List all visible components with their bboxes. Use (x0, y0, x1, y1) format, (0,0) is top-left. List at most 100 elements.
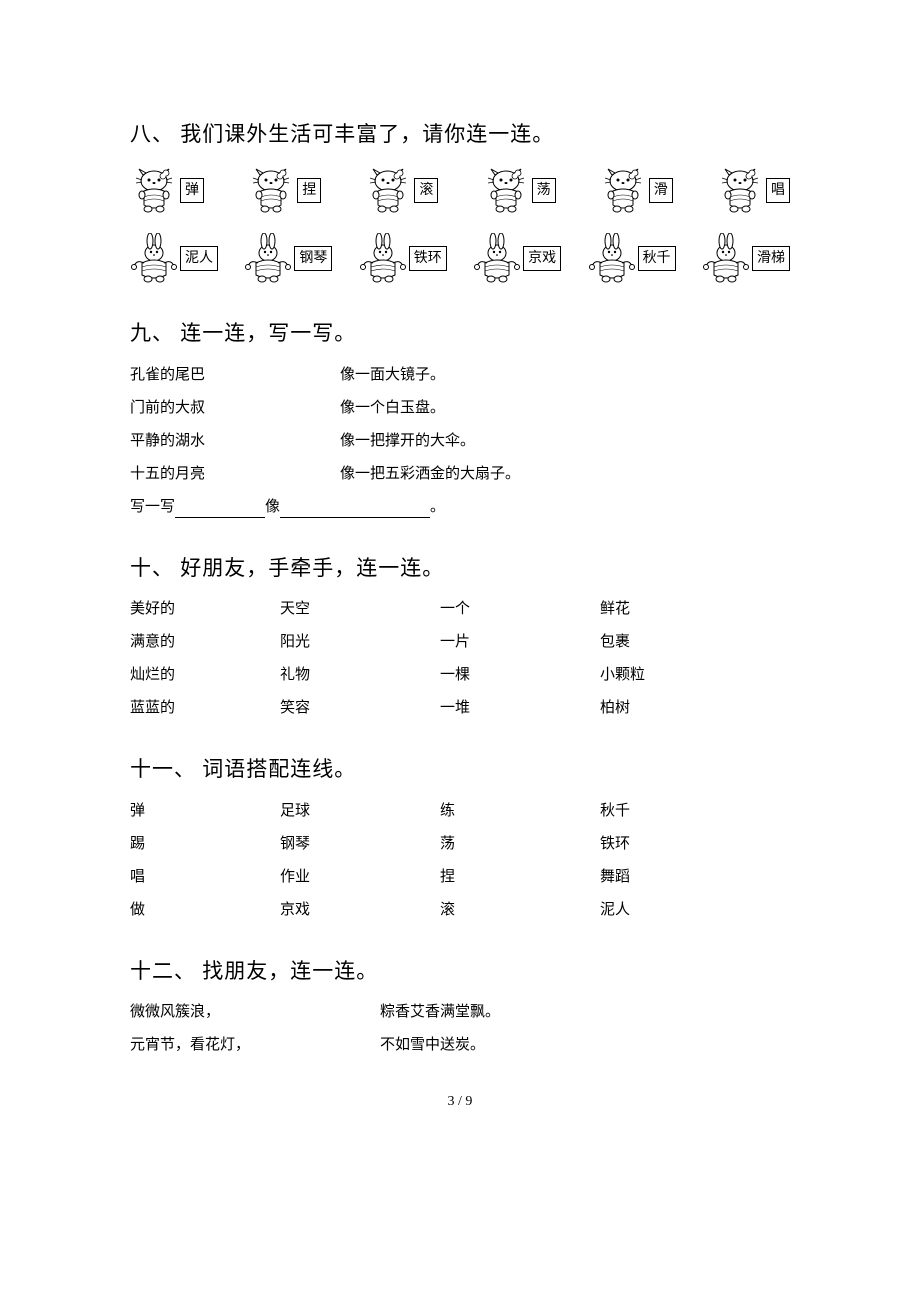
bunny-icon (244, 233, 292, 283)
icon-cell: 秋千 (588, 233, 676, 283)
kitty-icon (716, 165, 764, 215)
icon-cell: 捏 (247, 165, 321, 215)
section-8: 八、 我们课外生活可丰富了，请你连一连。 弹 捏 滚 荡 滑 唱 泥人 (130, 120, 790, 283)
write-suffix: 。 (430, 499, 445, 515)
page-footer: 3 / 9 (130, 1092, 790, 1112)
bottom-label: 京戏 (523, 246, 561, 272)
section-8-top-row: 弹 捏 滚 荡 滑 唱 (130, 165, 790, 215)
cell: 泥人 (600, 900, 790, 921)
section-9-title: 九、 连一连，写一写。 (130, 319, 790, 348)
bunny-icon (702, 233, 750, 283)
cell: 一堆 (440, 698, 600, 719)
cell: 鲜花 (600, 599, 790, 620)
cell: 做 (130, 900, 280, 921)
match-right: 像一个白玉盘。 (340, 398, 790, 419)
section-12-title: 十二、 找朋友，连一连。 (130, 957, 790, 986)
kitty-icon (482, 165, 530, 215)
cell: 元宵节，看花灯， (130, 1035, 380, 1056)
bunny-icon (473, 233, 521, 283)
cell: 粽香艾香满堂飘。 (380, 1002, 790, 1023)
icon-cell: 弹 (130, 165, 204, 215)
icon-cell: 唱 (716, 165, 790, 215)
kitty-icon (130, 165, 178, 215)
kitty-icon (364, 165, 412, 215)
bunny-icon (359, 233, 407, 283)
cell: 荡 (440, 834, 600, 855)
bunny-icon (588, 233, 636, 283)
write-prefix: 写一写 (130, 499, 175, 515)
bottom-label: 泥人 (180, 246, 218, 272)
cell: 秋千 (600, 801, 790, 822)
write-line: 写一写像。 (130, 497, 790, 518)
cell: 滚 (440, 900, 600, 921)
top-label: 唱 (766, 178, 790, 204)
cell: 天空 (280, 599, 440, 620)
cell: 舞蹈 (600, 867, 790, 888)
cell: 一片 (440, 632, 600, 653)
cell: 练 (440, 801, 600, 822)
icon-cell: 钢琴 (244, 233, 332, 283)
cell: 满意的 (130, 632, 280, 653)
cell: 笑容 (280, 698, 440, 719)
cell: 钢琴 (280, 834, 440, 855)
section-12: 十二、 找朋友，连一连。 微微风簇浪， 粽香艾香满堂飘。 元宵节，看花灯， 不如… (130, 957, 790, 1056)
cell: 不如雪中送炭。 (380, 1035, 790, 1056)
cell: 阳光 (280, 632, 440, 653)
cell: 作业 (280, 867, 440, 888)
top-label: 滚 (414, 178, 438, 204)
match-left: 门前的大叔 (130, 398, 340, 419)
icon-cell: 泥人 (130, 233, 218, 283)
icon-cell: 滑梯 (702, 233, 790, 283)
match-row: 平静的湖水 像一把撑开的大伞。 (130, 431, 790, 452)
icon-cell: 京戏 (473, 233, 561, 283)
cell: 包裹 (600, 632, 790, 653)
cell: 小颗粒 (600, 665, 790, 686)
cell: 足球 (280, 801, 440, 822)
cell: 灿烂的 (130, 665, 280, 686)
cell: 唱 (130, 867, 280, 888)
icon-cell: 荡 (482, 165, 556, 215)
section-10-title: 十、 好朋友，手牵手，连一连。 (130, 554, 790, 583)
cell: 微微风簇浪， (130, 1002, 380, 1023)
cell: 捏 (440, 867, 600, 888)
section-9: 九、 连一连，写一写。 孔雀的尾巴 像一面大镜子。 门前的大叔 像一个白玉盘。 … (130, 319, 790, 517)
section-8-bottom-row: 泥人 钢琴 铁环 京戏 秋千 滑梯 (130, 233, 790, 283)
bottom-label: 滑梯 (752, 246, 790, 272)
match-row: 十五的月亮 像一把五彩洒金的大扇子。 (130, 464, 790, 485)
match-row: 门前的大叔 像一个白玉盘。 (130, 398, 790, 419)
blank (175, 502, 265, 518)
section-11: 十一、 词语搭配连线。 弹 足球 练 秋千 踢 钢琴 荡 铁环 唱 作业 捏 舞… (130, 755, 790, 920)
top-label: 荡 (532, 178, 556, 204)
cell: 踢 (130, 834, 280, 855)
section-10: 十、 好朋友，手牵手，连一连。 美好的 天空 一个 鲜花 满意的 阳光 一片 包… (130, 554, 790, 719)
cell: 柏树 (600, 698, 790, 719)
top-label: 弹 (180, 178, 204, 204)
kitty-icon (599, 165, 647, 215)
match-left: 十五的月亮 (130, 464, 340, 485)
match-right: 像一把撑开的大伞。 (340, 431, 790, 452)
cell: 铁环 (600, 834, 790, 855)
match-left: 孔雀的尾巴 (130, 365, 340, 386)
section-12-grid: 微微风簇浪， 粽香艾香满堂飘。 元宵节，看花灯， 不如雪中送炭。 (130, 1002, 790, 1056)
cell: 京戏 (280, 900, 440, 921)
bunny-icon (130, 233, 178, 283)
bottom-label: 铁环 (409, 246, 447, 272)
icon-cell: 滚 (364, 165, 438, 215)
match-left: 平静的湖水 (130, 431, 340, 452)
cell: 礼物 (280, 665, 440, 686)
blank (280, 502, 430, 518)
top-label: 捏 (297, 178, 321, 204)
icon-cell: 滑 (599, 165, 673, 215)
cell: 弹 (130, 801, 280, 822)
bottom-label: 秋千 (638, 246, 676, 272)
cell: 蓝蓝的 (130, 698, 280, 719)
cell: 一个 (440, 599, 600, 620)
section-11-title: 十一、 词语搭配连线。 (130, 755, 790, 784)
match-right: 像一把五彩洒金的大扇子。 (340, 464, 790, 485)
bottom-label: 钢琴 (294, 246, 332, 272)
kitty-icon (247, 165, 295, 215)
cell: 美好的 (130, 599, 280, 620)
match-right: 像一面大镜子。 (340, 365, 790, 386)
section-10-grid: 美好的 天空 一个 鲜花 满意的 阳光 一片 包裹 灿烂的 礼物 一棵 小颗粒 … (130, 599, 790, 719)
section-8-title: 八、 我们课外生活可丰富了，请你连一连。 (130, 120, 790, 149)
